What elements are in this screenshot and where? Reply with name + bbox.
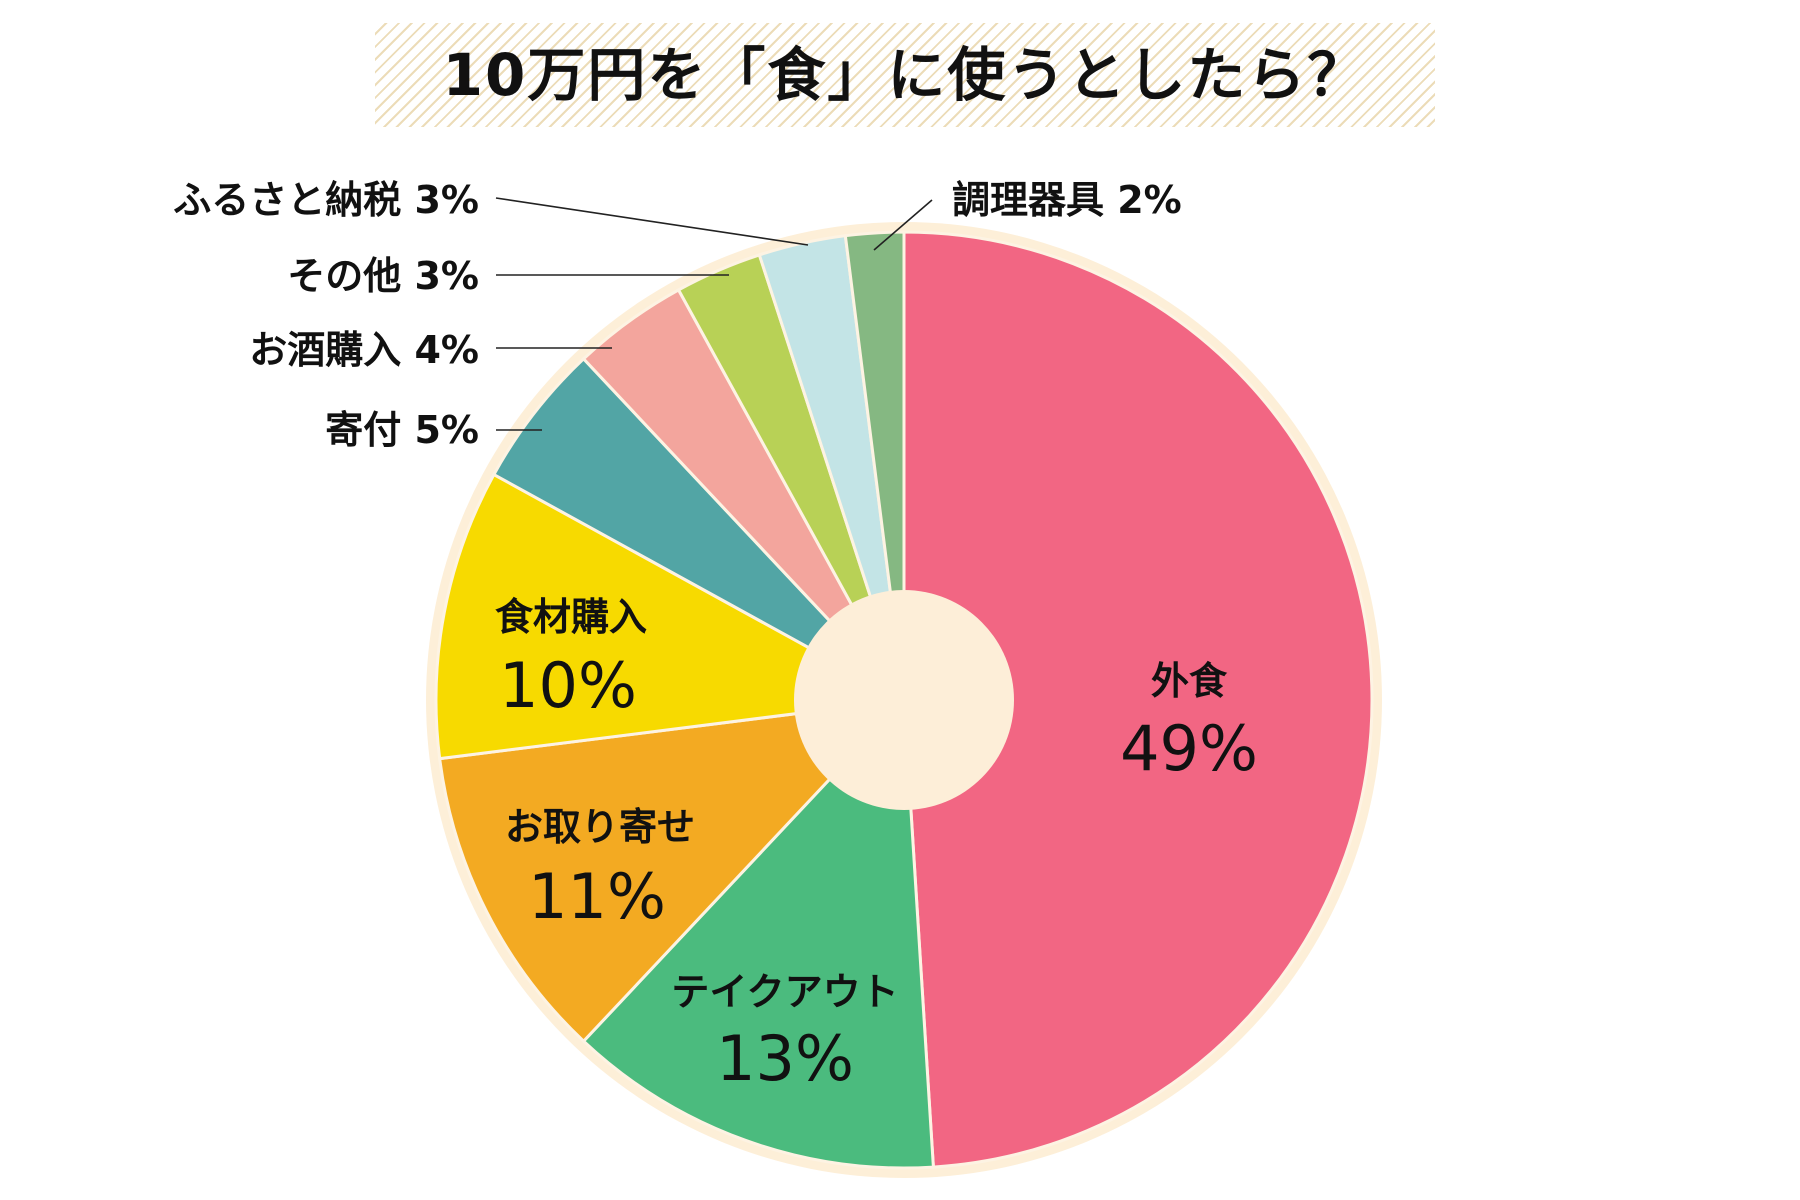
slice-label: 調理器具 2% bbox=[952, 178, 1182, 222]
title-background bbox=[375, 23, 1435, 127]
slice-label: その他 3% bbox=[287, 254, 479, 298]
pie-slice-4 bbox=[491, 356, 906, 702]
leader-line bbox=[495, 197, 809, 246]
chart-title: 10万円を「食」に使うとしたら？ bbox=[442, 41, 1368, 109]
donut-hole bbox=[794, 590, 1014, 810]
slice-label: ふるさと納税 3% bbox=[173, 178, 479, 222]
slice-percent: 13% bbox=[716, 1022, 854, 1095]
slice-percent: 11% bbox=[528, 860, 666, 933]
slice-label: お取り寄せ bbox=[505, 805, 695, 849]
slice-percent: 10% bbox=[499, 649, 637, 722]
pie-slice-3 bbox=[434, 472, 909, 761]
pie-slice-1 bbox=[581, 696, 935, 1170]
pie-slice-2 bbox=[438, 697, 908, 1044]
slice-label: 寄付 5% bbox=[325, 408, 479, 452]
slice-label: 外食 bbox=[1151, 659, 1228, 703]
slice-label: テイクアウト bbox=[671, 970, 898, 1014]
slice-label: お酒購入 4% bbox=[249, 328, 479, 372]
pie-slice-8 bbox=[843, 230, 906, 701]
slice-percent: 49% bbox=[1120, 712, 1258, 785]
leader-line bbox=[873, 199, 933, 251]
pie-slice-0 bbox=[902, 230, 1374, 1169]
slice-label: 食材購入 bbox=[495, 595, 647, 639]
